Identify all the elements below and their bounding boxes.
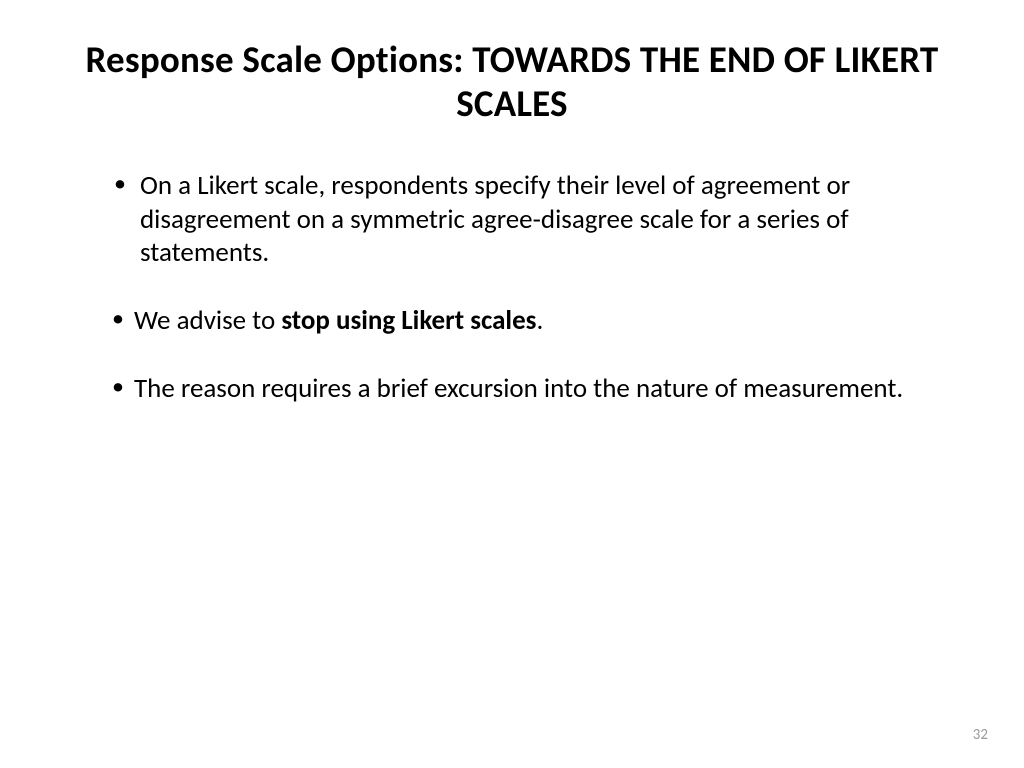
list-item: We advise to stop using Likert scales. xyxy=(112,304,924,338)
page-number: 32 xyxy=(973,726,988,744)
bullet-text: The reason requires a brief excursion in… xyxy=(134,372,903,405)
slide-body: On a Likert scale, respondents specify t… xyxy=(70,169,954,406)
bullet-list: On a Likert scale, respondents specify t… xyxy=(112,169,924,406)
slide-title: Response Scale Options: TOWARDS THE END … xyxy=(70,38,954,127)
list-item: On a Likert scale, respondents specify t… xyxy=(112,169,924,270)
bullet-text-suffix: . xyxy=(536,304,543,337)
bullet-text-prefix: We advise to xyxy=(134,304,281,337)
bullet-text: On a Likert scale, respondents specify t… xyxy=(140,169,850,270)
bullet-text-bold: stop using Likert scales xyxy=(281,304,536,337)
slide: Response Scale Options: TOWARDS THE END … xyxy=(0,0,1024,768)
list-item: The reason requires a brief excursion in… xyxy=(112,372,924,406)
